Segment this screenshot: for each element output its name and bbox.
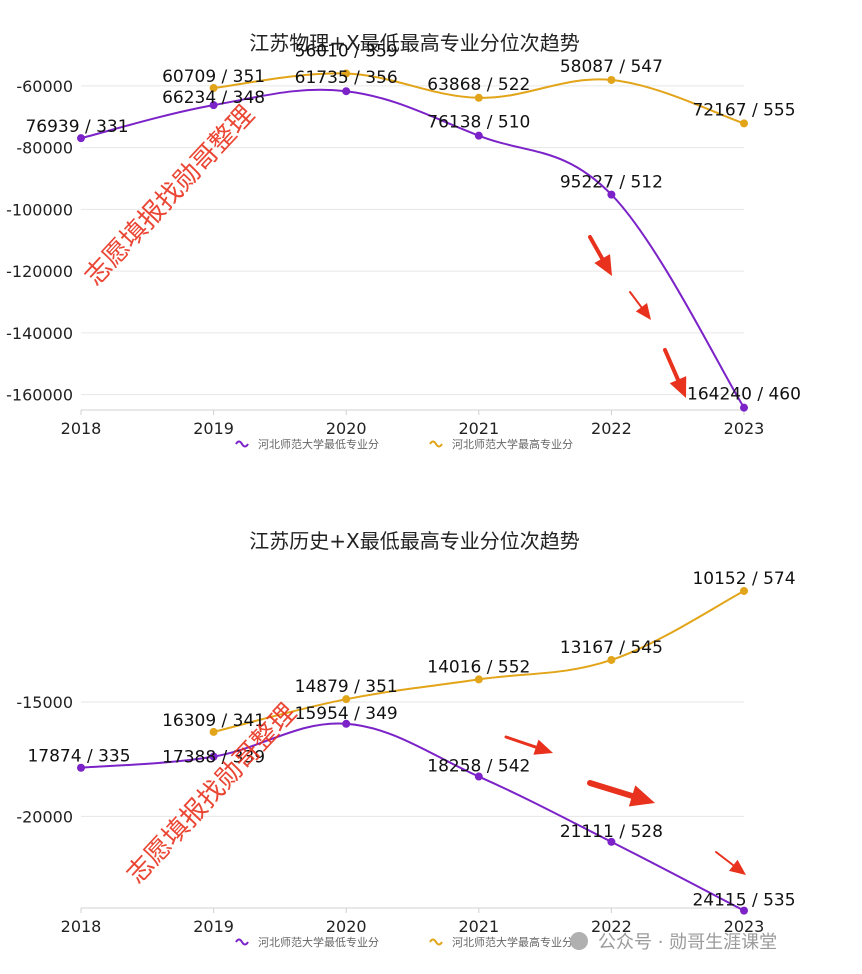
data-label: 72167 / 555: [692, 100, 795, 120]
arrow-annotation: [629, 291, 651, 320]
data-point: [474, 675, 483, 684]
data-point: [740, 586, 748, 595]
legend-marker: [235, 440, 249, 448]
arrow-annotation: [663, 348, 687, 398]
data-label: 76939 / 331: [25, 117, 128, 137]
x-tick-label: 2022: [591, 917, 632, 936]
data-label: 60709 / 351: [162, 67, 265, 87]
legend-marker: [429, 938, 443, 946]
wechat-icon: [570, 932, 588, 950]
legend-label: 河北师范大学最低专业分: [258, 437, 379, 451]
y-tick-label: -15000: [16, 693, 73, 712]
x-tick-label: 2020: [326, 419, 367, 438]
legend-marker: [235, 938, 249, 946]
data-label: 16309 / 341: [162, 711, 265, 731]
data-point: [474, 93, 483, 102]
data-label: 164240 / 460: [687, 385, 801, 405]
arrow-shaft: [715, 851, 735, 867]
x-tick-label: 2018: [61, 419, 102, 438]
data-point: [740, 906, 748, 915]
data-label: 13167 / 545: [560, 638, 663, 658]
chart-1: 江苏物理+X最低最高专业分位次趋势 -60000 -80000 -100000 -120…: [6, 31, 801, 451]
y-tick-label: -120000: [6, 262, 73, 281]
data-label: 76138 / 510: [427, 113, 530, 133]
data-point: [209, 752, 218, 761]
x-tick-label: 2021: [458, 419, 499, 438]
credit-watermark: 公众号 · 勋哥生涯课堂: [598, 932, 777, 953]
legend-label: 河北师范大学最高专业分: [452, 935, 573, 949]
data-point: [607, 837, 616, 846]
data-point: [342, 695, 351, 704]
data-point: [342, 719, 351, 728]
data-point: [342, 87, 351, 96]
y-tick-label: -20000: [16, 807, 73, 826]
data-label: 17388 / 339: [162, 748, 265, 768]
arrow-shaft: [588, 235, 605, 261]
arrow-head: [533, 739, 553, 755]
data-label: 95227 / 512: [560, 173, 663, 193]
y-tick-label: -100000: [6, 200, 73, 219]
arrow-annotation: [504, 735, 553, 755]
data-label: 21111 / 528: [560, 822, 663, 842]
data-label: 66234 / 348: [162, 88, 265, 108]
data-point: [740, 119, 748, 128]
chart-title: 江苏物理+X最低最高专业分位次趋势: [249, 31, 579, 55]
arrow-shaft: [663, 348, 680, 382]
y-tick-label: -140000: [6, 324, 73, 343]
x-tick-label: 2018: [61, 917, 102, 936]
data-point: [607, 655, 616, 664]
x-tick-label: 2022: [591, 419, 632, 438]
data-point: [342, 69, 351, 78]
legend-marker: [429, 440, 443, 448]
data-point: [209, 727, 218, 736]
arrow-head: [594, 254, 612, 276]
y-tick-label: -160000: [6, 386, 73, 405]
arrow-head: [729, 859, 746, 875]
data-label: 17874 / 335: [27, 747, 130, 767]
arrow-shaft: [504, 735, 538, 749]
y-tick-label: -60000: [16, 77, 73, 96]
data-point: [77, 763, 85, 772]
series-line-1: [80, 88, 745, 409]
data-point: [740, 403, 748, 412]
x-tick-label: 2019: [193, 917, 234, 936]
arrow-shaft: [587, 780, 636, 799]
x-tick-label: 2023: [724, 917, 765, 936]
data-label: 18258 / 542: [427, 757, 530, 777]
chart-title: 江苏历史+X最低最高专业分位次趋势: [249, 529, 579, 553]
data-point: [607, 190, 616, 199]
arrow-head: [635, 303, 651, 320]
arrow-annotation: [715, 851, 746, 875]
data-label: 56010 / 359: [295, 42, 398, 62]
arrow-annotation: [588, 235, 612, 276]
data-label: 14016 / 552: [427, 657, 530, 677]
arrow-head: [628, 785, 655, 807]
data-label: 15954 / 349: [295, 704, 398, 724]
x-tick-label: 2019: [193, 419, 234, 438]
x-tick-label: 2020: [326, 917, 367, 936]
data-label: 24115 / 535: [692, 891, 795, 911]
data-point: [474, 772, 483, 781]
series-line-1: [80, 722, 745, 912]
data-label: 14879 / 351: [295, 677, 398, 697]
data-point: [607, 75, 616, 84]
data-label: 61735 / 356: [295, 68, 398, 88]
data-label: 63868 / 522: [427, 75, 530, 95]
data-label: 10152 / 574: [692, 569, 795, 589]
arrow-head: [669, 376, 687, 398]
data-point: [77, 134, 85, 143]
x-tick-label: 2021: [458, 917, 499, 936]
data-label: 58087 / 547: [560, 57, 663, 77]
data-point: [209, 84, 218, 93]
arrow-shaft: [629, 291, 643, 309]
y-tick-label: -80000: [16, 139, 73, 158]
legend-label: 河北师范大学最低专业分: [258, 935, 379, 949]
data-point: [209, 101, 218, 110]
chart-2: 江苏历史+X最低最高专业分位次趋势 -15000 -20000 2018 2019 202…: [16, 529, 795, 949]
arrow-annotation: [587, 780, 655, 807]
data-point: [474, 131, 483, 140]
legend-label: 河北师范大学最高专业分: [452, 437, 573, 451]
x-tick-label: 2023: [724, 419, 765, 438]
